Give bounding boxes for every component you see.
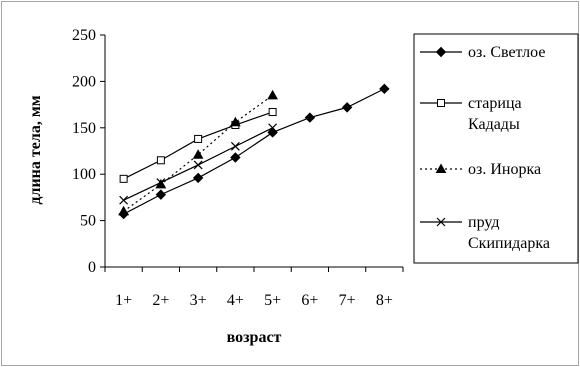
- data-point-marker: [268, 108, 277, 117]
- y-tick-label: 200: [72, 73, 96, 90]
- x-tick-label: 2+: [152, 292, 169, 309]
- x-tick-label: 8+: [376, 292, 393, 309]
- data-point-marker: [119, 195, 129, 205]
- data-point-marker: [155, 178, 167, 189]
- data-point-marker: [304, 112, 316, 123]
- legend-swatch-marker: [436, 217, 446, 227]
- axes: [104, 35, 403, 268]
- data-point-marker: [192, 149, 204, 159]
- y-tick-label: 250: [72, 27, 96, 44]
- x-tick-label: 7+: [339, 292, 356, 309]
- data-point-marker: [156, 178, 166, 187]
- legend-label: пруд Скипидарка: [468, 214, 550, 252]
- data-point-marker: [379, 83, 390, 95]
- legend-label: оз. Светлое: [468, 44, 545, 61]
- legend-swatch-marker: [435, 46, 447, 58]
- y-tick-label: 150: [72, 120, 96, 137]
- y-tick-label: 100: [72, 166, 96, 183]
- series-line-2: [123, 94, 273, 212]
- data-point-marker: [268, 123, 278, 133]
- legend-swatch-marker: [435, 163, 447, 173]
- legend-label: старица Кадады: [468, 95, 522, 133]
- data-point-marker: [341, 102, 353, 113]
- data-point-marker: [194, 134, 203, 143]
- series-line-1: [123, 111, 273, 180]
- x-tick-label: 5+: [264, 292, 281, 309]
- legend: оз. Светлое старица Кадады оз. Инорка пруд Ск…: [420, 44, 550, 252]
- x-tick-label: 1+: [115, 292, 132, 309]
- data-point-marker: [230, 116, 241, 127]
- x-tick-label: 4+: [227, 292, 244, 309]
- data-point-marker: [267, 89, 278, 100]
- data-point-marker: [193, 160, 203, 170]
- x-tick-label: 6+: [301, 292, 318, 309]
- series-markers: [118, 83, 390, 220]
- data-point-marker: [118, 205, 129, 216]
- data-point-marker: [192, 172, 204, 184]
- data-point-marker: [230, 152, 241, 163]
- data-point-marker: [156, 156, 165, 165]
- y-tick-label: 0: [88, 259, 96, 276]
- x-axis-title: возраст: [227, 329, 282, 346]
- data-point-marker: [119, 174, 128, 183]
- x-ticks: 1+ 2+ 3+ 4+ 5+ 6+ 7+ 8+: [104, 267, 404, 309]
- y-axis-title: длина тела, мм: [27, 95, 44, 204]
- legend-box: [413, 33, 579, 264]
- legend-swatch-marker: [437, 99, 445, 107]
- x-tick-label: 3+: [190, 292, 207, 309]
- legend-label: оз. Инорка: [468, 161, 541, 178]
- y-tick-label: 50: [80, 213, 96, 230]
- data-point-marker: [230, 141, 240, 151]
- y-ticks: 0 50 100 150 200 250: [72, 27, 105, 276]
- series-line-0: [123, 88, 385, 215]
- data-point-marker: [155, 189, 167, 200]
